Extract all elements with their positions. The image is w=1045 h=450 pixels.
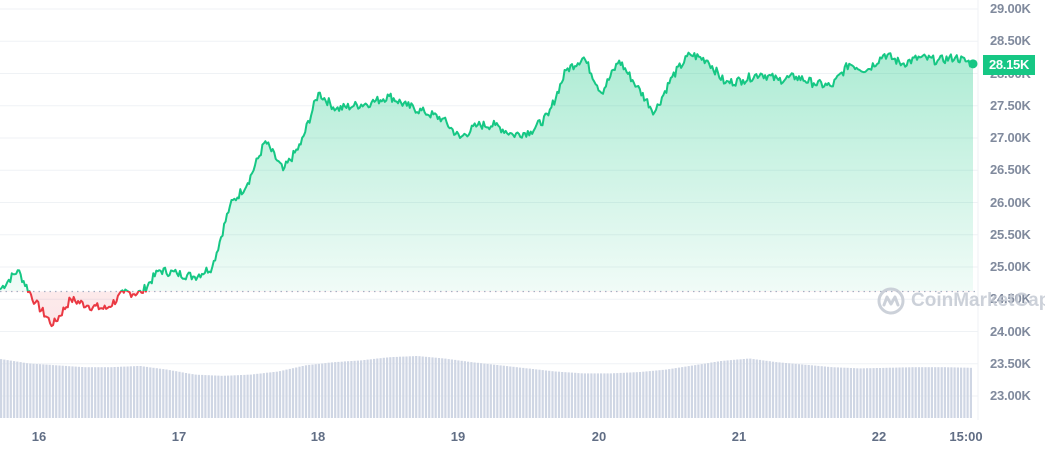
x-tick-label: 21 bbox=[731, 429, 747, 444]
volume-bars bbox=[0, 356, 972, 418]
price-area bbox=[0, 52, 973, 327]
x-tick-label: 17 bbox=[171, 429, 187, 444]
coinmarketcap-logo-icon bbox=[877, 287, 905, 315]
watermark-text: CoinMarketCap bbox=[911, 290, 1045, 311]
y-tick-label: 27.00K bbox=[990, 130, 1031, 145]
y-tick-label: 23.00K bbox=[990, 388, 1031, 403]
y-tick-label: 26.50K bbox=[990, 162, 1031, 178]
y-tick-label: 27.50K bbox=[990, 97, 1031, 113]
price-line bbox=[0, 51, 974, 328]
y-tick-label: 24.00K bbox=[990, 323, 1031, 339]
x-tick-label: 22 bbox=[871, 429, 887, 444]
y-tick-label: 28.50K bbox=[990, 33, 1031, 49]
y-tick-label: 25.00K bbox=[990, 259, 1031, 274]
current-price-dot bbox=[968, 59, 978, 69]
watermark: CoinMarketCap bbox=[877, 287, 1045, 315]
x-tick-label: 15:00 bbox=[949, 429, 983, 444]
x-tick-label: 19 bbox=[450, 429, 466, 444]
x-tick-label: 16 bbox=[31, 429, 47, 444]
y-tick-label: 29.00K bbox=[990, 1, 1031, 16]
y-tick-label: 24.50K bbox=[990, 291, 1031, 307]
x-tick-label: 20 bbox=[591, 429, 607, 444]
y-tick-label: 26.00K bbox=[990, 194, 1031, 210]
y-tick-label: 25.50K bbox=[990, 226, 1031, 242]
y-tick-label: 23.50K bbox=[990, 355, 1031, 371]
x-tick-label: 18 bbox=[310, 429, 326, 444]
current-price-tag: 28.15K bbox=[983, 55, 1035, 75]
